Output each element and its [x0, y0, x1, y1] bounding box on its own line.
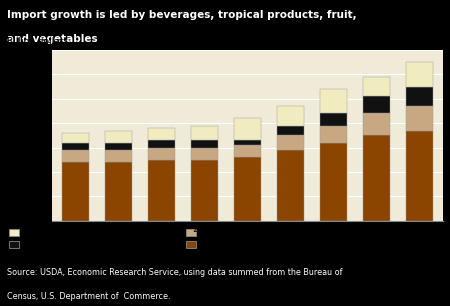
Bar	[234, 140, 261, 145]
Bar	[277, 106, 304, 126]
Text: Source: USDA, Economic Research Service, using data summed from the Bureau of: Source: USDA, Economic Research Service,…	[7, 268, 342, 277]
Text: Import growth is led by beverages, tropical products, fruit,: Import growth is led by beverages, tropi…	[7, 10, 356, 20]
Text: Census, U.S. Department of  Commerce.: Census, U.S. Department of Commerce.	[7, 292, 170, 301]
Bar	[320, 114, 347, 126]
Bar	[191, 160, 218, 221]
Bar	[62, 133, 89, 143]
Text: and vegetables: and vegetables	[7, 34, 97, 44]
Bar	[191, 140, 218, 147]
Bar	[105, 150, 132, 162]
Bar	[62, 162, 89, 221]
Bar	[105, 131, 132, 143]
Text: Billion dollars: Billion dollars	[7, 37, 68, 47]
Bar	[62, 150, 89, 162]
Bar	[277, 126, 304, 135]
Bar	[320, 89, 347, 114]
Legend: Beverages, Essential oils, vegetable oil, and rubber, Fruit and vegetables, Othe: Beverages, Essential oils, vegetable oil…	[9, 228, 305, 250]
Bar	[105, 143, 132, 150]
Bar	[62, 143, 89, 150]
Bar	[148, 140, 175, 147]
Bar	[234, 145, 261, 157]
Bar	[191, 147, 218, 160]
Bar	[320, 143, 347, 221]
Bar	[363, 114, 390, 135]
Bar	[363, 96, 390, 114]
Bar	[148, 160, 175, 221]
Bar	[234, 118, 261, 140]
Bar	[406, 87, 433, 106]
Bar	[277, 135, 304, 150]
Bar	[320, 126, 347, 143]
Bar	[148, 128, 175, 140]
Bar	[406, 62, 433, 87]
Bar	[406, 131, 433, 221]
Bar	[277, 150, 304, 221]
Bar	[363, 77, 390, 96]
Bar	[234, 157, 261, 221]
Bar	[363, 135, 390, 221]
Bar	[105, 162, 132, 221]
Bar	[148, 147, 175, 160]
Bar	[191, 126, 218, 140]
Bar	[406, 106, 433, 131]
